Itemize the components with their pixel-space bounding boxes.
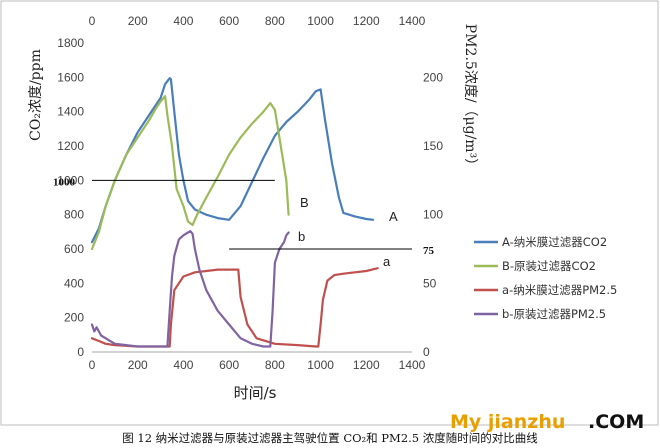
y-left-tick-label: 400 [64,276,84,290]
x-tick-label-top: 1200 [353,14,380,28]
y-right-tick-label: 200 [423,70,443,84]
chart-frame [0,0,659,426]
x-tick-label-top: 800 [265,14,285,28]
y-left-tick-label: 600 [64,242,84,256]
y-left-tick-label: 1200 [57,139,84,153]
y-left-tick-label: 1000 [57,173,84,187]
y-right-tick-label: 100 [423,208,443,222]
y-left-tick-label: 800 [64,208,84,222]
y-right-tick-label: 50 [423,276,437,290]
y-left-tick-label: 1600 [57,70,84,84]
y-left-tick-label: 1800 [57,36,84,50]
series-line-2 [90,95,290,251]
x-tick-label-top: 0 [89,14,96,28]
watermark-part2: .COM [588,411,644,433]
x-tick-label-bottom: 600 [219,358,239,372]
legend-label-4: b-原装过滤器PM2.5 [502,307,606,321]
x-tick-label-top: 1400 [399,14,426,28]
x-tick-label-bottom: 200 [128,358,148,372]
annotation-B: B [300,195,309,210]
x-tick-label-bottom: 1000 [307,358,334,372]
series-line-4 [90,230,290,348]
annotation-1000: 1000 [53,176,76,188]
legend-label-1: A-纳米膜过滤器CO2 [502,235,607,249]
y-axis-left-label: CO₂浓度/ppm [28,49,44,141]
annotation-A: A [389,209,398,224]
legend-label-2: B-原装过滤器CO2 [502,259,596,273]
y-right-tick-label: 150 [423,139,443,153]
x-tick-label-bottom: 400 [173,358,193,372]
annotations: 1000 75 B Ab a [53,176,435,269]
figure-caption: 图 12 纳米过滤器与原装过滤器主驾驶位置 CO₂和 PM2.5 浓度随时间的对… [122,431,538,445]
annotation-b: b [298,229,305,244]
y-left-tick-label: 0 [77,345,84,359]
legend: A-纳米膜过滤器CO2 B-原装过滤器CO2 a-纳米膜过滤器PM2.5 b-原装过滤… [474,235,617,321]
y-right-tick-label: 0 [423,345,430,359]
series-group [90,77,379,348]
annotation-75: 75 [423,245,435,257]
y-left-tick-label: 200 [64,311,84,325]
y-axis-right-label: PM2.5浓度/（μg/m³） [462,24,478,172]
x-tick-label-top: 200 [128,14,148,28]
x-tick-label-bottom: 800 [265,358,285,372]
x-tick-label-top: 1000 [307,14,334,28]
x-tick-label-bottom: 1400 [399,358,426,372]
x-tick-label-top: 600 [219,14,239,28]
x-axis-label: 时间/s [234,384,277,402]
x-tick-label-top: 400 [173,14,193,28]
series-line-1 [90,77,375,244]
y-left-tick-label: 1400 [57,105,84,119]
watermark-part1: My jianzhu [450,411,565,433]
x-tick-label-bottom: 0 [89,358,96,372]
legend-label-3: a-纳米膜过滤器PM2.5 [502,283,617,297]
annotation-a: a [383,254,391,269]
x-tick-label-bottom: 1200 [353,358,380,372]
